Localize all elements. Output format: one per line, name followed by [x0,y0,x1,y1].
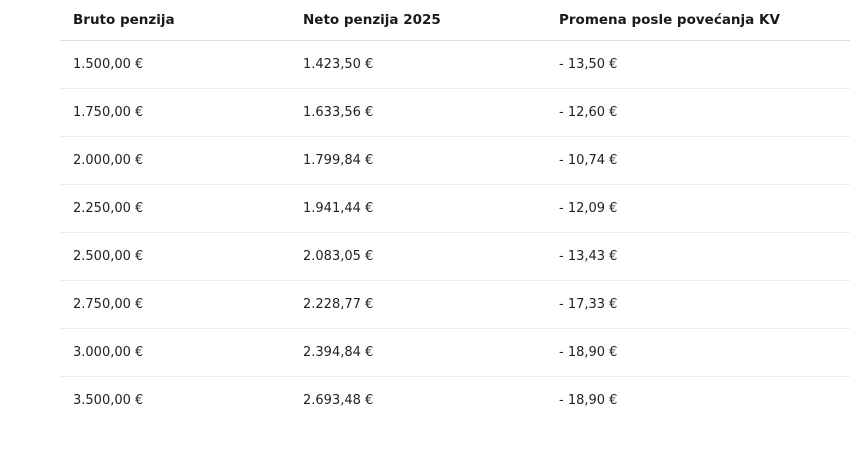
table-row: 2.750,00 € 2.228,77 € - 17,33 € [60,280,850,329]
cell-bruto: 2.000,00 € [60,136,290,185]
cell-promena: - 12,60 € [546,88,850,137]
cell-bruto: 2.750,00 € [60,280,290,329]
header-bruto-penzija: Bruto penzija [60,0,290,41]
cell-bruto: 3.000,00 € [60,328,290,377]
table-row: 1.500,00 € 1.423,50 € - 13,50 € [60,40,850,89]
cell-neto: 1.941,44 € [290,184,546,233]
cell-neto: 1.799,84 € [290,136,546,185]
cell-neto: 2.228,77 € [290,280,546,329]
table-row: 3.000,00 € 2.394,84 € - 18,90 € [60,328,850,377]
table-row: 2.000,00 € 1.799,84 € - 10,74 € [60,136,850,185]
pension-table: Bruto penzija Neto penzija 2025 Promena … [60,0,850,424]
table-row: 1.750,00 € 1.633,56 € - 12,60 € [60,88,850,137]
cell-promena: - 12,09 € [546,184,850,233]
cell-bruto: 2.500,00 € [60,232,290,281]
header-neto-penzija: Neto penzija 2025 [290,0,546,41]
cell-bruto: 1.500,00 € [60,40,290,89]
table-header: Bruto penzija Neto penzija 2025 Promena … [60,0,850,41]
cell-neto: 2.693,48 € [303,393,374,408]
cell-promena: - 13,50 € [546,40,850,89]
cell-neto: 1.633,56 € [290,88,546,137]
table-body: 1.500,00 € 1.423,50 € - 13,50 € 1.750,00… [60,40,850,425]
cell-promena: - 17,33 € [546,280,850,329]
cell-bruto: 2.250,00 € [60,184,290,233]
cell-promena: - 13,43 € [546,232,850,281]
cell-bruto: 1.750,00 € [60,88,290,137]
cell-neto: 2.083,05 € [290,232,546,281]
cell-promena: - 10,74 € [546,136,850,185]
cell-bruto: 3.500,00 € [73,393,144,408]
cell-neto: 2.394,84 € [290,328,546,377]
header-row: Bruto penzija Neto penzija 2025 Promena … [60,0,850,41]
cell-neto: 1.423,50 € [290,40,546,89]
pension-table-container: Bruto penzija Neto penzija 2025 Promena … [60,0,850,424]
cell-promena: - 18,90 € [559,393,618,408]
table-row: 2.500,00 € 2.083,05 € - 13,43 € [60,232,850,281]
table-row: 3.500,00 € 2.693,48 € - 18,90 € [60,377,850,425]
cell-promena: - 18,90 € [546,328,850,377]
header-promena: Promena posle povećanja KV [546,0,850,41]
table-row: 2.250,00 € 1.941,44 € - 12,09 € [60,184,850,233]
